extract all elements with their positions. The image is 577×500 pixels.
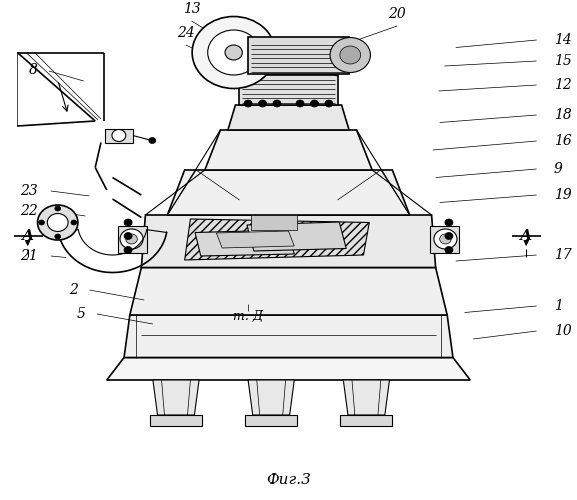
Bar <box>251 215 297 230</box>
Bar <box>105 128 133 142</box>
Polygon shape <box>430 226 459 252</box>
Polygon shape <box>343 380 389 415</box>
Circle shape <box>310 100 319 107</box>
Circle shape <box>124 232 132 239</box>
Circle shape <box>126 234 137 244</box>
Circle shape <box>124 219 132 226</box>
Polygon shape <box>118 226 147 252</box>
Bar <box>245 415 297 426</box>
Text: Фиг.3: Фиг.3 <box>266 473 311 487</box>
Circle shape <box>55 234 61 239</box>
Text: 14: 14 <box>554 33 572 47</box>
Circle shape <box>445 219 453 226</box>
Circle shape <box>325 100 333 107</box>
Text: 1: 1 <box>554 299 563 313</box>
Circle shape <box>39 220 44 225</box>
Circle shape <box>244 100 252 107</box>
Polygon shape <box>205 130 372 170</box>
Circle shape <box>192 16 275 88</box>
Bar <box>239 75 338 105</box>
Circle shape <box>124 246 132 254</box>
Text: 23: 23 <box>20 184 38 198</box>
Polygon shape <box>185 219 369 260</box>
Polygon shape <box>247 222 346 251</box>
Circle shape <box>225 45 242 60</box>
Polygon shape <box>216 231 294 248</box>
Circle shape <box>112 130 126 141</box>
Text: 10: 10 <box>554 324 572 338</box>
Circle shape <box>273 100 281 107</box>
Polygon shape <box>195 230 294 256</box>
Text: 12: 12 <box>554 78 572 92</box>
Circle shape <box>330 38 370 72</box>
Circle shape <box>47 214 68 232</box>
Text: 15: 15 <box>554 54 572 68</box>
Bar <box>340 415 392 426</box>
Circle shape <box>340 46 361 64</box>
Circle shape <box>71 220 77 225</box>
Bar <box>150 415 202 426</box>
Circle shape <box>445 232 453 239</box>
Polygon shape <box>248 380 294 415</box>
Circle shape <box>258 100 267 107</box>
Text: 2: 2 <box>69 283 78 297</box>
Text: 13: 13 <box>183 2 200 16</box>
Circle shape <box>149 138 156 143</box>
Text: 9: 9 <box>554 162 563 176</box>
Text: 19: 19 <box>554 188 572 202</box>
Circle shape <box>296 100 304 107</box>
Text: 24: 24 <box>177 26 194 40</box>
Text: 5: 5 <box>77 307 85 321</box>
Circle shape <box>440 234 451 244</box>
Bar <box>248 36 349 74</box>
Text: 20: 20 <box>388 7 406 21</box>
Text: 18: 18 <box>554 108 572 122</box>
Circle shape <box>55 206 61 211</box>
Circle shape <box>434 229 457 249</box>
Circle shape <box>208 30 260 75</box>
Text: 16: 16 <box>554 134 572 148</box>
Circle shape <box>38 205 78 240</box>
Polygon shape <box>130 268 447 315</box>
Text: 8: 8 <box>29 63 38 77</box>
Polygon shape <box>167 170 410 215</box>
Polygon shape <box>141 215 436 268</box>
Text: 21: 21 <box>20 249 38 263</box>
Polygon shape <box>228 105 349 130</box>
Polygon shape <box>153 380 199 415</box>
Circle shape <box>445 246 453 254</box>
Text: 17: 17 <box>554 248 572 262</box>
Polygon shape <box>124 315 453 358</box>
Text: А: А <box>21 229 34 243</box>
Polygon shape <box>107 358 470 380</box>
Text: А: А <box>520 229 533 243</box>
Circle shape <box>120 229 143 249</box>
Text: 22: 22 <box>20 204 38 218</box>
Text: т. Д: т. Д <box>233 310 263 322</box>
